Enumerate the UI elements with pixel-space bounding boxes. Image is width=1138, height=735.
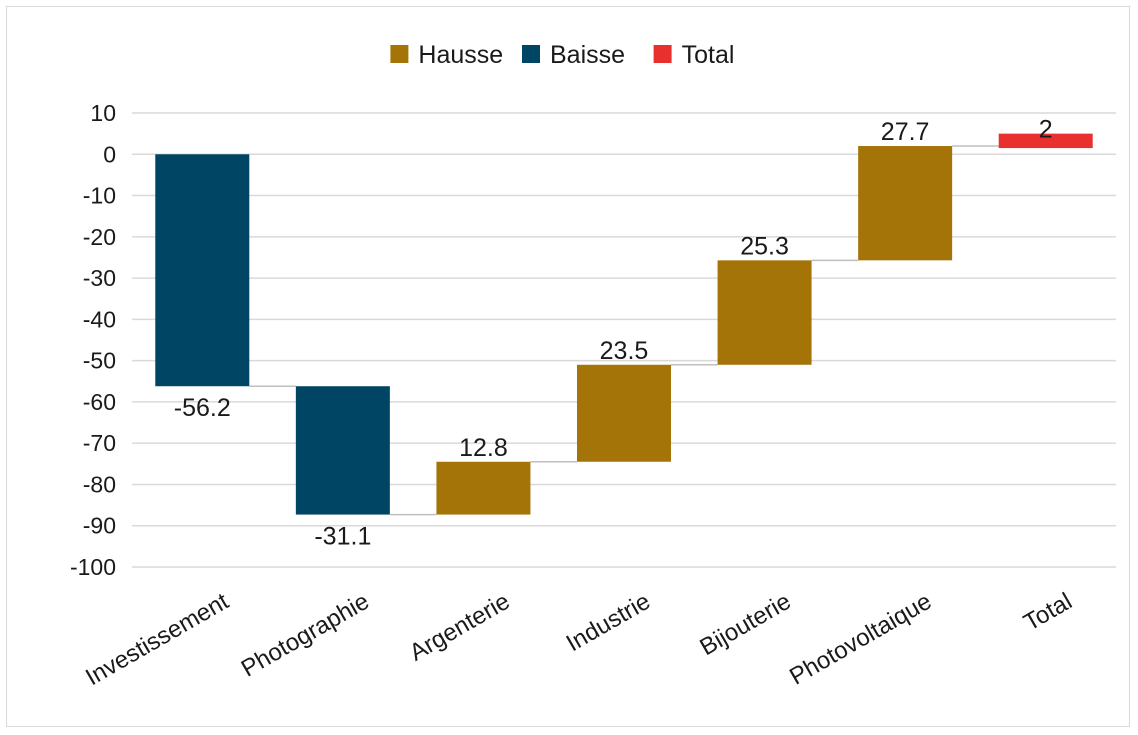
y-tick-label: -10 — [83, 183, 116, 209]
y-tick-label: -70 — [83, 430, 116, 456]
y-tick-label: -50 — [83, 348, 116, 374]
data-label: 23.5 — [600, 337, 649, 365]
category-label: Total — [1019, 588, 1076, 637]
bar-bijouterie — [717, 260, 812, 365]
y-tick-label: 10 — [90, 100, 116, 126]
bars — [155, 133, 1093, 515]
y-tick-label: -40 — [83, 306, 116, 332]
y-tick-label: -60 — [83, 389, 116, 415]
legend-swatch-total — [653, 45, 672, 63]
legend-label-up: Hausse — [418, 41, 503, 69]
category-label: Photovoltaique — [785, 588, 936, 691]
data-labels: -56.2 -31.1 12.8 23.5 25.3 27.7 2 — [174, 116, 1053, 551]
category-label: Photographie — [237, 588, 374, 683]
legend: Hausse Baisse Total — [390, 41, 734, 69]
y-tick-label: -80 — [83, 471, 116, 497]
category-label: Argenterie — [405, 588, 514, 667]
bar-argenterie — [436, 461, 531, 515]
bar-total — [998, 133, 1093, 149]
category-label: Bijouterie — [695, 588, 795, 661]
connectors — [249, 145, 999, 516]
legend-label-total: Total — [682, 41, 735, 69]
data-label: -56.2 — [174, 394, 231, 422]
y-tick-label: -100 — [70, 554, 116, 580]
bar-photographie — [295, 386, 390, 515]
data-label: 25.3 — [740, 232, 789, 260]
bar-industrie — [577, 364, 671, 462]
bar-investissement — [155, 154, 250, 387]
y-axis: 10 0 -10 -20 -30 -40 -50 -60 -70 -80 -90 -100 — [70, 100, 116, 580]
data-label: 12.8 — [459, 434, 508, 462]
data-label: -31.1 — [314, 523, 371, 551]
legend-swatch-up — [390, 45, 409, 63]
legend-label-down: Baisse — [550, 41, 625, 69]
bar-photovoltaique — [858, 146, 953, 261]
y-tick-label: -20 — [83, 224, 116, 250]
y-tick-label: -30 — [83, 265, 116, 291]
x-axis: Investissement Photographie Argenterie Indu… — [81, 588, 1077, 692]
category-label: Industrie — [562, 588, 655, 657]
y-tick-label: 0 — [103, 141, 116, 167]
y-tick-label: -90 — [83, 513, 116, 539]
legend-swatch-down — [522, 45, 540, 63]
data-label: 27.7 — [881, 118, 930, 146]
data-label: 2 — [1039, 116, 1053, 144]
category-label: Investissement — [81, 588, 233, 692]
